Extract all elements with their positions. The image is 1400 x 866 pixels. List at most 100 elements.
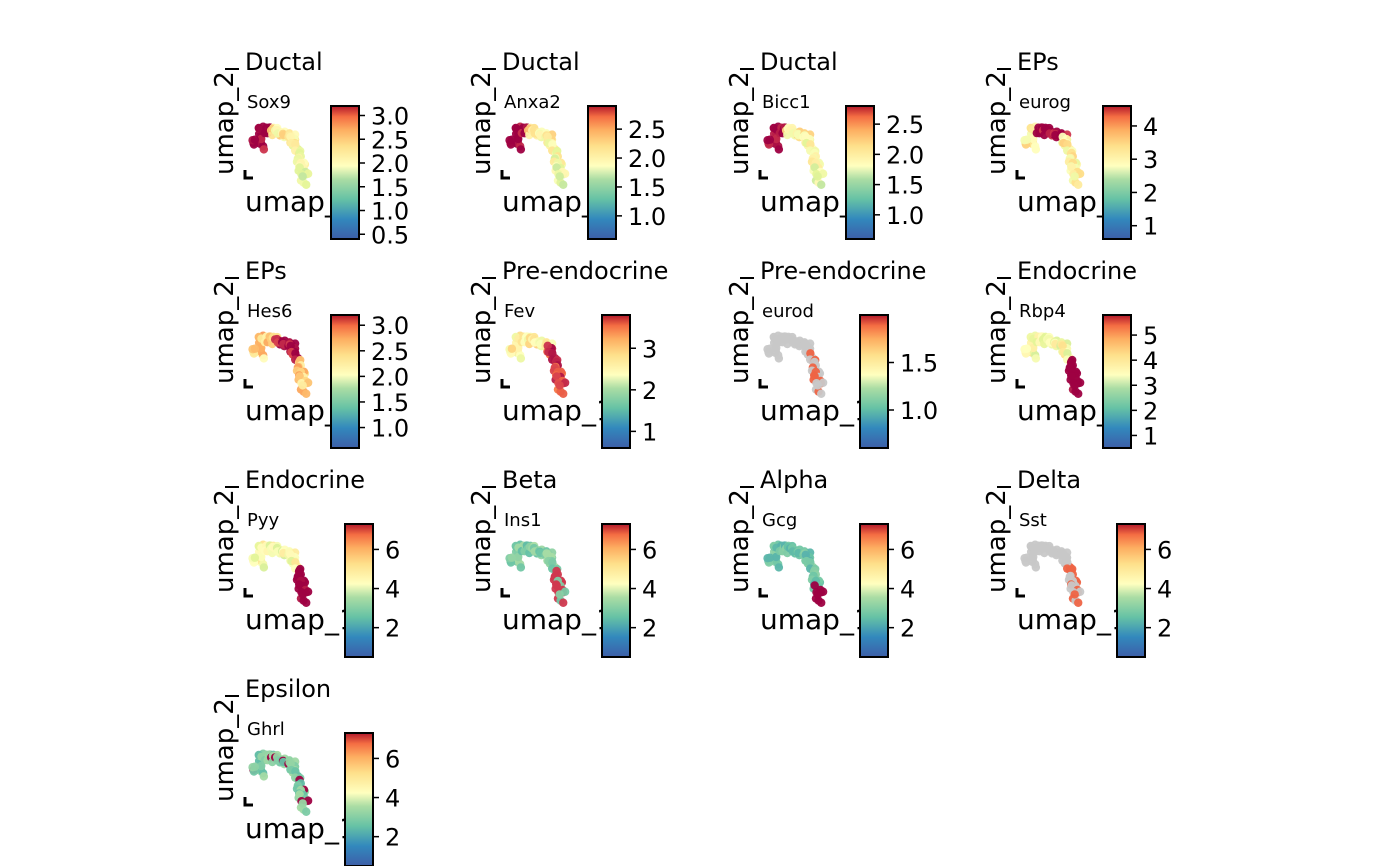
cell-point	[298, 799, 307, 808]
colorbar-tick-label: 4	[1143, 113, 1158, 141]
axis-corner	[500, 170, 510, 180]
colorbar-tick-label: 1	[642, 418, 657, 446]
colorbar-tick-label: 1.5	[628, 174, 666, 202]
y-axis-label: umap_2	[725, 280, 755, 384]
cell-point	[765, 553, 775, 562]
cell-point	[1070, 381, 1079, 390]
colorbar-tick-label: 2.5	[371, 126, 409, 154]
cell-point	[543, 550, 552, 559]
x-axis-label: umap_1	[760, 603, 872, 636]
colorbar-tick-label: 6	[385, 536, 400, 564]
panel-title: Endocrine	[1017, 257, 1137, 285]
cell-point	[810, 372, 819, 381]
cell-point	[817, 598, 826, 607]
y-axis-label: umap_2	[982, 489, 1012, 593]
colorbar-tick-label: 3.0	[371, 312, 409, 340]
cell-point	[295, 163, 304, 172]
colorbar-tick-label: 0.5	[371, 221, 409, 249]
cell-point	[259, 145, 269, 154]
cell-point	[801, 132, 810, 141]
gene-label: Fev	[504, 301, 535, 322]
cell-point	[1074, 389, 1083, 398]
cell-point	[1058, 132, 1067, 141]
y-axis-label: umap_2	[725, 489, 755, 593]
colorbar	[344, 523, 374, 658]
cell-point	[286, 759, 295, 768]
cell-point	[1022, 135, 1032, 144]
cell-point	[774, 563, 784, 572]
cell-point	[1022, 553, 1032, 562]
colorbar-tick-label: 2	[1143, 397, 1158, 425]
axis-corner	[243, 170, 253, 180]
colorbar-tick-label: 3.0	[371, 103, 409, 131]
cell-point	[817, 180, 826, 189]
cell-point	[302, 389, 311, 398]
panel-title: Ductal	[760, 48, 838, 76]
cell-point	[774, 145, 784, 154]
panel-title: Ductal	[502, 48, 580, 76]
cell-point	[1067, 581, 1076, 590]
cell-point	[1022, 344, 1032, 353]
colorbar-tick-label: 6	[900, 536, 915, 564]
panel-title: Delta	[1017, 466, 1081, 494]
cell-point	[250, 344, 260, 353]
x-axis-label: umap_1	[760, 394, 872, 427]
colorbar-tick-label: 4	[1157, 576, 1172, 604]
colorbar-tick-label: 4	[642, 576, 657, 604]
y-axis-label: umap_2	[210, 280, 240, 384]
axis-corner	[758, 588, 768, 598]
cell-point	[813, 172, 822, 181]
x-axis-label: umap_1	[502, 603, 614, 636]
gene-label: Sox9	[247, 92, 291, 113]
cell-point	[559, 598, 568, 607]
axis-corner	[243, 379, 253, 389]
colorbar	[1102, 314, 1132, 449]
panel-title: Endocrine	[245, 466, 365, 494]
y-axis-label: umap_2	[467, 489, 497, 593]
cell-point	[295, 581, 304, 590]
colorbar-tick-label: 1.0	[886, 202, 924, 230]
y-axis-label: umap_2	[982, 71, 1012, 175]
cell-point	[548, 140, 557, 149]
colorbar-tick-label: 2	[385, 615, 400, 643]
colorbar-tick-label: 5	[1143, 322, 1158, 350]
cell-point	[286, 132, 295, 141]
cell-point	[1063, 558, 1072, 567]
colorbar-tick-label: 1.0	[371, 198, 409, 226]
cell-point	[552, 163, 561, 172]
panel-title: Pre-endocrine	[760, 257, 926, 285]
cell-point	[302, 807, 311, 816]
cell-point	[1058, 341, 1067, 350]
colorbar	[330, 314, 360, 449]
panel-title: EPs	[1017, 48, 1059, 76]
gene-label: eurod	[762, 301, 814, 322]
cell-point	[817, 389, 826, 398]
colorbar-tick-label: 1.0	[371, 415, 409, 443]
y-axis-label: umap_2	[467, 71, 497, 175]
colorbar-tick-label: 6	[642, 536, 657, 564]
cell-point	[559, 180, 568, 189]
axis-corner	[758, 379, 768, 389]
cell-point	[1058, 550, 1067, 559]
gene-label: Ghrl	[247, 719, 285, 740]
colorbar	[601, 314, 631, 449]
cell-point	[806, 140, 815, 149]
cell-point	[507, 135, 517, 144]
colorbar	[859, 314, 889, 449]
colorbar-tick-label: 1	[1143, 213, 1158, 241]
cell-point	[1074, 180, 1083, 189]
panel-title: Pre-endocrine	[502, 257, 668, 285]
cell-point	[555, 590, 564, 599]
cell-point	[291, 767, 300, 776]
cell-point	[813, 381, 822, 390]
cell-point	[291, 349, 300, 358]
colorbar-tick-label: 2.5	[886, 111, 924, 139]
cell-point	[559, 389, 568, 398]
cell-point	[295, 372, 304, 381]
cell-point	[552, 372, 561, 381]
cell-point	[302, 598, 311, 607]
y-axis-label: umap_2	[725, 71, 755, 175]
